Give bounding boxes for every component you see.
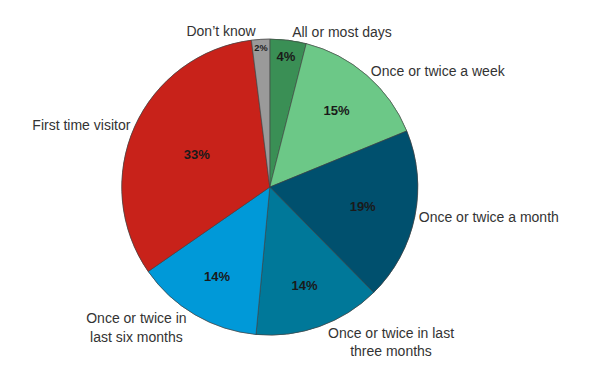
svg-text:First time visitor: First time visitor <box>32 117 130 133</box>
svg-text:Once or twice a month: Once or twice a month <box>419 209 559 225</box>
svg-text:Don’t know: Don’t know <box>186 23 256 39</box>
svg-text:14%: 14% <box>291 278 317 293</box>
svg-text:33%: 33% <box>184 147 210 162</box>
svg-text:15%: 15% <box>324 103 350 118</box>
svg-text:All or most days: All or most days <box>292 24 392 40</box>
svg-text:2%: 2% <box>254 43 267 53</box>
svg-text:4%: 4% <box>277 49 296 64</box>
svg-text:Once or twice in lastthree mon: Once or twice in lastthree months <box>328 325 454 359</box>
svg-text:14%: 14% <box>204 269 230 284</box>
svg-text:19%: 19% <box>350 199 376 214</box>
svg-text:Once or twice inlast six month: Once or twice inlast six months <box>86 310 186 344</box>
svg-text:Once or twice a week: Once or twice a week <box>371 63 506 79</box>
